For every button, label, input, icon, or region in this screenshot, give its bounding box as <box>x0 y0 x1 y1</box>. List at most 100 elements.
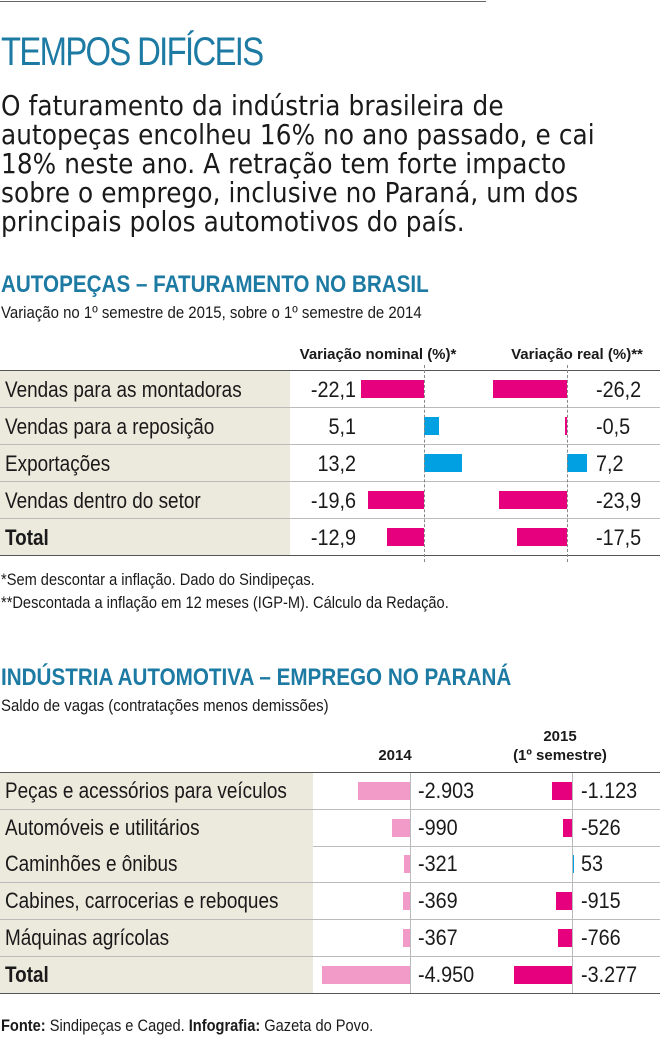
infographic-text: Gazeta do Povo. <box>260 1016 374 1035</box>
chart2-bar-2015 <box>555 892 572 910</box>
source-line: Fonte: Sindipeças e Caged. Infografia: G… <box>1 1016 373 1036</box>
chart1-row-bg <box>0 519 290 555</box>
chart2-bar-2014 <box>358 782 410 800</box>
chart2-row-divider <box>0 882 660 883</box>
chart1-row-divider <box>0 444 660 445</box>
chart1-bar-real <box>517 528 567 546</box>
chart1-bar-real <box>492 380 567 398</box>
chart1-value-nominal: -12,9 <box>310 525 356 550</box>
chart2-value-2015: -3.277 <box>581 962 638 987</box>
chart2-value-2014: -369 <box>418 888 458 913</box>
chart2-row-divider <box>0 993 660 994</box>
chart2-bar-2014 <box>404 855 410 873</box>
chart1-bar-nominal <box>368 491 424 509</box>
chart1-bar-nominal <box>387 528 424 546</box>
chart2-value-2015: -1.123 <box>581 778 638 803</box>
top-rule <box>0 1 486 2</box>
chart1-category-label: Vendas para a reposição <box>5 414 215 439</box>
chart2-row-bg <box>0 810 313 846</box>
chart1-row-divider <box>0 481 660 482</box>
chart2-category-label: Automóveis e utilitários <box>5 815 200 840</box>
chart2-value-2014: -2.903 <box>418 778 475 803</box>
chart2-zero-line-2015 <box>572 773 573 994</box>
chart1-bar-nominal <box>424 454 462 472</box>
chart1-note2: **Descontada a inflação em 12 meses (IGP… <box>1 593 449 612</box>
chart1-category-label: Exportações <box>5 451 111 476</box>
chart1-header-rule <box>0 370 660 371</box>
chart1-row-divider <box>0 555 660 556</box>
chart2-bar-2014 <box>322 966 410 984</box>
chart1-note1: *Sem descontar a inflação. Dado do Sindi… <box>1 570 315 589</box>
chart1-row-bg <box>0 371 290 407</box>
chart2-value-2014: -990 <box>418 815 458 840</box>
chart2-bar-2015 <box>513 966 572 984</box>
chart2-series1-header: 2014 <box>378 747 412 764</box>
chart2-category-label: Total <box>5 962 49 987</box>
chart2-title: INDÚSTRIA AUTOMOTIVA – EMPREGO NO PARANÁ <box>1 664 512 691</box>
chart2-category-label: Caminhões e ônibus <box>5 851 178 876</box>
chart2-row-divider <box>0 846 660 847</box>
chart2-value-2014: -321 <box>418 851 458 876</box>
source-text: Sindipeças e Caged. <box>45 1016 189 1035</box>
chart2-category-label: Cabines, carrocerias e reboques <box>5 888 279 913</box>
chart1-value-nominal: 13,2 <box>317 451 356 476</box>
chart2-bar-2014 <box>403 929 410 947</box>
chart2-row-divider <box>0 809 660 810</box>
chart1-zero-line-nominal <box>424 365 425 562</box>
chart1-category-label: Vendas para as montadoras <box>5 377 242 402</box>
chart2-value-2014: -367 <box>418 925 458 950</box>
lead-paragraph: O faturamento da indústria brasileira de… <box>1 90 595 238</box>
chart1-zero-line-real <box>567 365 568 562</box>
chart1-bar-real <box>499 491 567 509</box>
chart1-category-label: Total <box>5 525 49 550</box>
chart1-value-nominal: -22,1 <box>310 377 356 402</box>
chart2-subtitle: Saldo de vagas (contratações menos demis… <box>1 696 329 715</box>
chart1-series2-header: Variação real (%)** <box>511 346 643 363</box>
chart2-bar-2015 <box>552 782 572 800</box>
chart2-value-2015: -915 <box>581 888 621 913</box>
chart2-row-bg <box>0 773 313 809</box>
chart1-bar-nominal <box>424 417 439 435</box>
source-label: Fonte: <box>1 1016 46 1035</box>
chart1-value-real: -17,5 <box>596 525 642 550</box>
chart2-row-bg <box>0 957 313 993</box>
chart2-series2-header-year: 2015 <box>543 728 577 745</box>
chart1-value-nominal: 5,1 <box>328 414 356 439</box>
chart2-row-bg <box>0 920 313 956</box>
chart2-row-bg <box>0 846 313 882</box>
chart1-row-bg <box>0 408 290 444</box>
chart2-bar-2014 <box>403 892 410 910</box>
chart1-row-bg <box>0 482 290 518</box>
chart1-value-real: -23,9 <box>596 488 642 513</box>
chart1-value-real: -0,5 <box>596 414 631 439</box>
chart2-value-2014: -4.950 <box>418 962 475 987</box>
chart1-bar-real <box>565 417 567 435</box>
chart1-value-real: -26,2 <box>596 377 642 402</box>
chart1-bar-nominal <box>361 380 424 398</box>
chart1-value-real: 7,2 <box>596 451 624 476</box>
chart1-subtitle: Variação no 1º semestre de 2015, sobre o… <box>1 303 422 322</box>
chart1-row-divider <box>0 518 660 519</box>
chart1-row-bg <box>0 445 290 481</box>
chart2-series2-header-period: (1º semestre) <box>513 747 607 764</box>
chart2-zero-line-2014 <box>410 773 411 994</box>
page-title: TEMPOS DIFÍCEIS <box>1 30 264 74</box>
chart1-bar-real <box>567 454 588 472</box>
chart2-row-bg <box>0 883 313 919</box>
chart2-bar-2015 <box>562 819 572 837</box>
chart1-value-nominal: -19,6 <box>310 488 356 513</box>
chart2-value-2015: 53 <box>581 851 604 876</box>
chart2-value-2015: -526 <box>581 815 621 840</box>
infographic-label: Infografia: <box>188 1016 261 1035</box>
chart2-bar-2015 <box>572 855 574 873</box>
chart1-series1-header: Variação nominal (%)* <box>299 346 457 363</box>
chart2-row-divider <box>0 956 660 957</box>
chart2-category-label: Máquinas agrícolas <box>5 925 170 950</box>
chart2-row-divider <box>0 919 660 920</box>
chart1-category-label: Vendas dentro do setor <box>5 488 201 513</box>
chart1-title: AUTOPEÇAS – FATURAMENTO NO BRASIL <box>1 271 429 298</box>
chart1-row-divider <box>0 407 660 408</box>
chart2-bar-2015 <box>558 929 572 947</box>
chart2-header-rule <box>0 772 660 773</box>
chart2-bar-2014 <box>392 819 410 837</box>
